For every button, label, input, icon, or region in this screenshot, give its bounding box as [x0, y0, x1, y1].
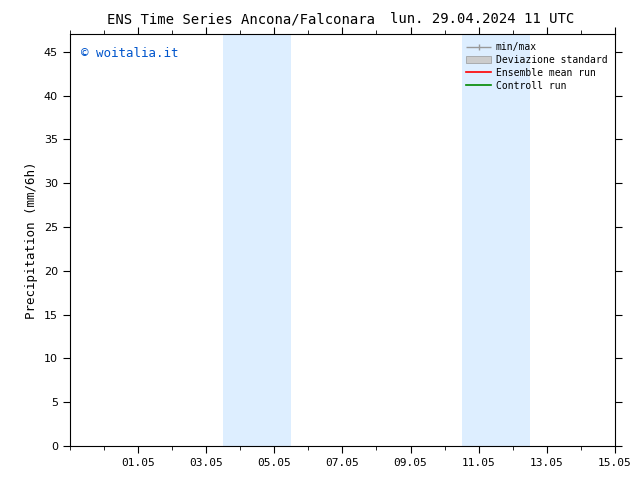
Text: lun. 29.04.2024 11 UTC: lun. 29.04.2024 11 UTC: [390, 12, 574, 26]
Legend: min/max, Deviazione standard, Ensemble mean run, Controll run: min/max, Deviazione standard, Ensemble m…: [463, 39, 610, 94]
Text: © woitalia.it: © woitalia.it: [81, 47, 178, 60]
Bar: [223, 34, 291, 446]
Text: ENS Time Series Ancona/Falconara: ENS Time Series Ancona/Falconara: [107, 12, 375, 26]
Bar: [462, 34, 530, 446]
Y-axis label: Precipitation (mm/6h): Precipitation (mm/6h): [25, 161, 38, 319]
